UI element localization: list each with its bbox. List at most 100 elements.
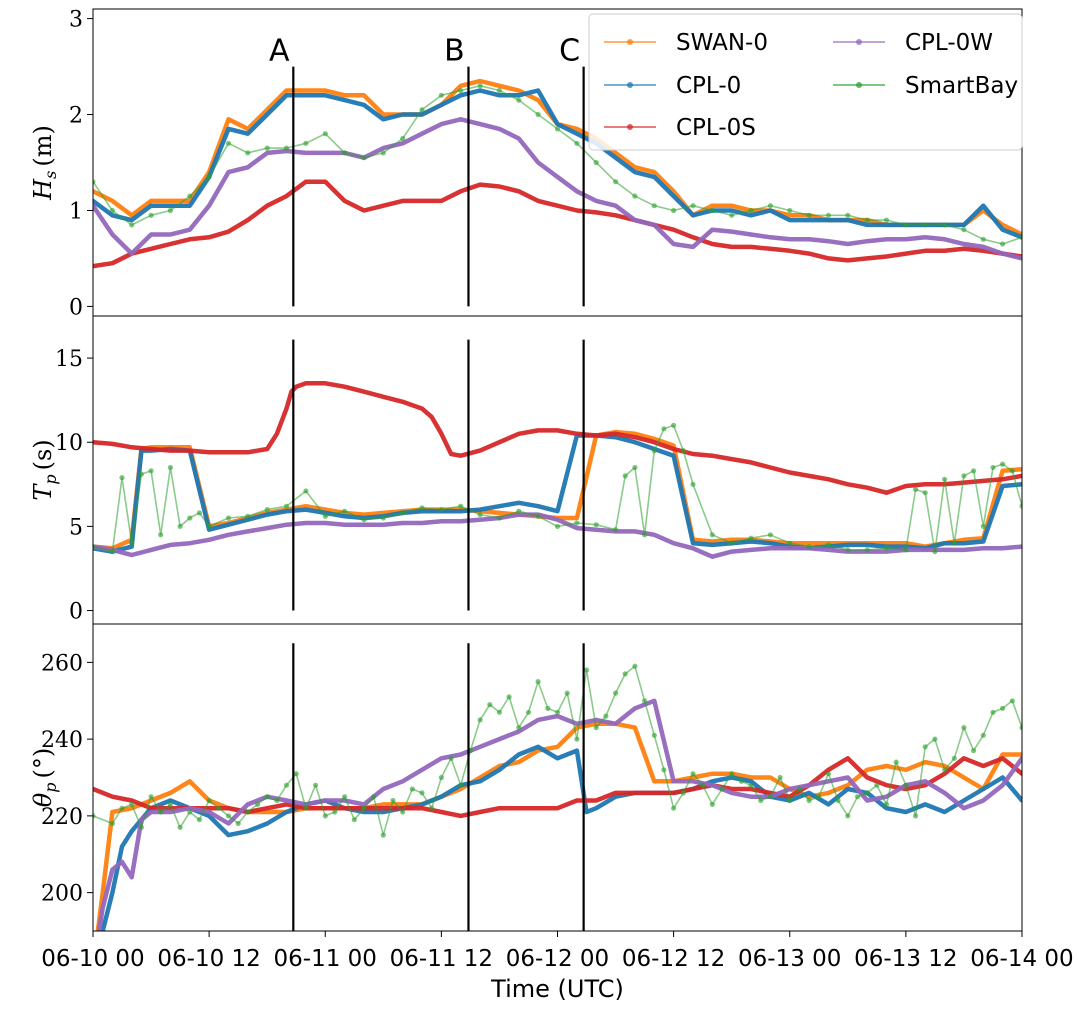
point-tp-smartbay <box>225 515 232 521</box>
point-thp-smartbay <box>613 690 619 696</box>
point-thp-smartbay <box>574 736 580 742</box>
point-tp-smartbay <box>661 426 667 432</box>
series-group-thp <box>93 663 1022 931</box>
point-thp-smartbay <box>206 797 212 804</box>
y-tick-label-thp: 220 <box>41 805 83 830</box>
legend-entry-cpl-0: CPL-0 <box>604 73 741 99</box>
point-thp-smartbay <box>1019 725 1022 731</box>
point-tp-smartbay <box>622 473 628 479</box>
point-tp-smartbay <box>138 471 144 477</box>
point-tp-smartbay <box>942 476 948 482</box>
point-thp-smartbay <box>1009 698 1015 704</box>
point-hs-smartbay <box>613 179 619 185</box>
point-thp-smartbay <box>293 771 299 777</box>
point-tp-smartbay <box>825 542 832 548</box>
y-tick-label-hs: 0 <box>69 295 83 320</box>
y-axis-title-tp: Tp(s) <box>29 439 60 500</box>
point-tp-smartbay <box>554 523 561 530</box>
point-thp-smartbay <box>342 794 348 800</box>
panel-hs: 0 1 2 3 Hs(m) <box>29 8 1023 320</box>
x-tick-label: 06-12 00 <box>506 946 609 972</box>
point-thp-smartbay <box>535 679 541 685</box>
point-hs-smartbay <box>400 135 406 142</box>
y-axis-title-hs: Hs(m) <box>29 125 60 201</box>
panel-frame-thp <box>92 623 1023 932</box>
point-tp-smartbay <box>264 507 270 513</box>
point-tp-smartbay <box>1019 503 1022 509</box>
point-tp-smartbay <box>613 527 619 533</box>
point-thp-smartbay <box>109 820 115 827</box>
point-thp-smartbay <box>680 790 686 796</box>
point-thp-smartbay <box>245 809 251 815</box>
series-group-hs <box>93 78 1022 269</box>
point-thp-smartbay <box>874 782 880 788</box>
point-thp-smartbay <box>825 771 832 777</box>
point-hs-smartbay <box>206 174 212 180</box>
y-tick-label-tp: 5 <box>69 515 83 540</box>
point-tp-smartbay <box>913 486 919 492</box>
point-tp-smartbay <box>206 523 212 530</box>
legend-entry-cpl-0w: CPL-0W <box>833 30 993 56</box>
point-tp-smartbay <box>148 468 154 474</box>
point-thp-smartbay <box>322 813 328 819</box>
point-hs-smartbay <box>516 97 522 103</box>
point-thp-smartbay <box>806 797 812 804</box>
point-thp-smartbay <box>506 694 512 700</box>
point-thp-smartbay <box>593 725 599 731</box>
point-hs-smartbay <box>458 87 464 94</box>
point-hs-smartbay <box>767 203 774 209</box>
point-tp-smartbay <box>806 544 812 550</box>
point-hs-smartbay <box>342 150 348 156</box>
point-thp-smartbay <box>332 809 338 815</box>
point-tp-smartbay <box>322 513 328 519</box>
point-tp-smartbay <box>361 517 367 523</box>
point-hs-smartbay <box>438 92 444 98</box>
point-tp-smartbay <box>477 511 483 518</box>
point-thp-smartbay <box>622 671 628 677</box>
point-thp-smartbay <box>893 759 899 765</box>
point-thp-smartbay <box>400 809 406 815</box>
point-tp-smartbay <box>690 481 696 487</box>
point-hs-smartbay <box>1000 241 1006 247</box>
point-tp-smartbay <box>419 505 425 511</box>
y-tick-label-hs: 1 <box>69 199 83 224</box>
point-tp-smartbay <box>593 522 599 528</box>
x-tick-label: 06-11 00 <box>274 946 377 972</box>
legend-swatch-marker <box>856 39 862 45</box>
point-tp-smartbay <box>932 549 938 555</box>
point-thp-smartbay <box>1000 705 1006 712</box>
point-thp-smartbay <box>864 790 870 796</box>
point-tp-smartbay <box>496 515 502 521</box>
point-tp-smartbay <box>119 475 125 481</box>
point-hs-smartbay <box>671 207 677 214</box>
y-tick-label-tp: 0 <box>69 600 83 625</box>
point-hs-smartbay <box>225 140 232 146</box>
point-thp-smartbay <box>545 705 551 712</box>
point-thp-smartbay <box>496 709 502 715</box>
point-thp-smartbay <box>932 736 938 742</box>
point-thp-smartbay <box>177 824 183 831</box>
chart-panels: 0 1 2 3 Hs(m) 0 5 10 15 Tp(s) 200 220 240 260 θp(°) A B C <box>29 8 1023 932</box>
point-tp-smartbay <box>980 523 986 530</box>
x-tick-label: 06-10 12 <box>157 946 260 972</box>
point-thp-smartbay <box>951 755 957 761</box>
point-thp-smartbay <box>787 797 793 804</box>
point-thp-smartbay <box>361 805 367 811</box>
panel-frame-tp <box>92 315 1023 625</box>
point-thp-smartbay <box>738 778 745 784</box>
point-tp-smartbay <box>535 513 541 519</box>
point-thp-smartbay <box>196 817 202 823</box>
legend-entry-cpl-0s: CPL-0S <box>604 115 756 141</box>
point-thp-smartbay <box>225 813 232 819</box>
point-thp-smartbay <box>429 805 435 811</box>
point-thp-smartbay <box>371 794 377 800</box>
point-thp-smartbay <box>129 801 135 808</box>
point-hs-smartbay <box>825 212 832 218</box>
point-thp-smartbay <box>138 824 144 831</box>
point-tp-smartbay <box>845 547 851 553</box>
series-line-tp-cpl-0s <box>93 381 1022 495</box>
point-hs-smartbay <box>554 126 561 132</box>
point-hs-smartbay <box>845 212 851 218</box>
point-thp-smartbay <box>119 805 125 811</box>
x-tick-label: 06-13 00 <box>738 946 841 972</box>
